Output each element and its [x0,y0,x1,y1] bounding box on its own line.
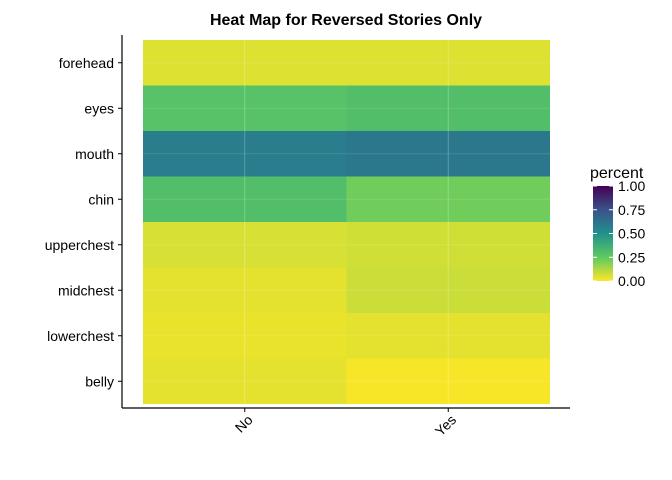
y-tick-label-chin: chin [88,191,114,207]
x-tick-label-no: No [232,411,256,435]
heatmap-cells [143,40,550,404]
legend-ticks: 0.00 0.25 0.50 0.75 1.00 [593,178,645,289]
heatmap-cell-eyes-no [143,85,347,131]
heatmap-cell-mouth-yes [346,131,550,177]
legend-title: percent [590,165,644,182]
heatmap-cell-belly-yes [346,358,550,404]
heatmap-cell-eyes-yes [346,85,550,131]
heatmap-cell-mouth-no [143,131,347,177]
y-tick-label-midchest: midchest [58,282,114,298]
colorbar [593,186,613,281]
y-tick-label-mouth: mouth [75,146,114,162]
heatmap-cell-belly-no [143,358,347,404]
heatmap-cell-forehead-no [143,40,347,86]
y-tick-label-upperchest: upperchest [45,237,114,253]
heatmap-cell-lowerchest-yes [346,313,550,359]
grid-lines [143,40,550,404]
heatmap-cell-upperchest-yes [346,222,550,268]
legend-tick-label-0.00: 0.00 [618,273,645,289]
heatmap-cell-midchest-no [143,267,347,313]
chart-title: Heat Map for Reversed Stories Only [210,12,482,29]
y-tick-label-belly: belly [85,373,114,389]
heatmap-cell-chin-yes [346,176,550,222]
legend-tick-label-0.25: 0.25 [618,249,645,265]
heatmap-cell-upperchest-no [143,222,347,268]
heatmap-cell-midchest-yes [346,267,550,313]
y-axis-ticks: forehead eyes mouth chin upperchest midchest l… [45,55,122,389]
legend-tick-label-1.00: 1.00 [618,178,645,194]
y-tick-label-lowerchest: lowerchest [47,328,114,344]
y-tick-label-forehead: forehead [59,55,114,71]
heatmap-cell-chin-no [143,176,347,222]
y-tick-label-eyes: eyes [84,100,114,116]
x-tick-label-yes: Yes [432,412,459,439]
legend-tick-label-0.75: 0.75 [618,202,645,218]
color-legend: percent 0.00 0.25 0.50 0.75 1.00 [590,165,645,289]
x-axis-ticks: No Yes [232,408,459,439]
heatmap-cell-forehead-yes [346,40,550,86]
legend-tick-label-0.50: 0.50 [618,226,645,242]
heatmap-cell-lowerchest-no [143,313,347,359]
